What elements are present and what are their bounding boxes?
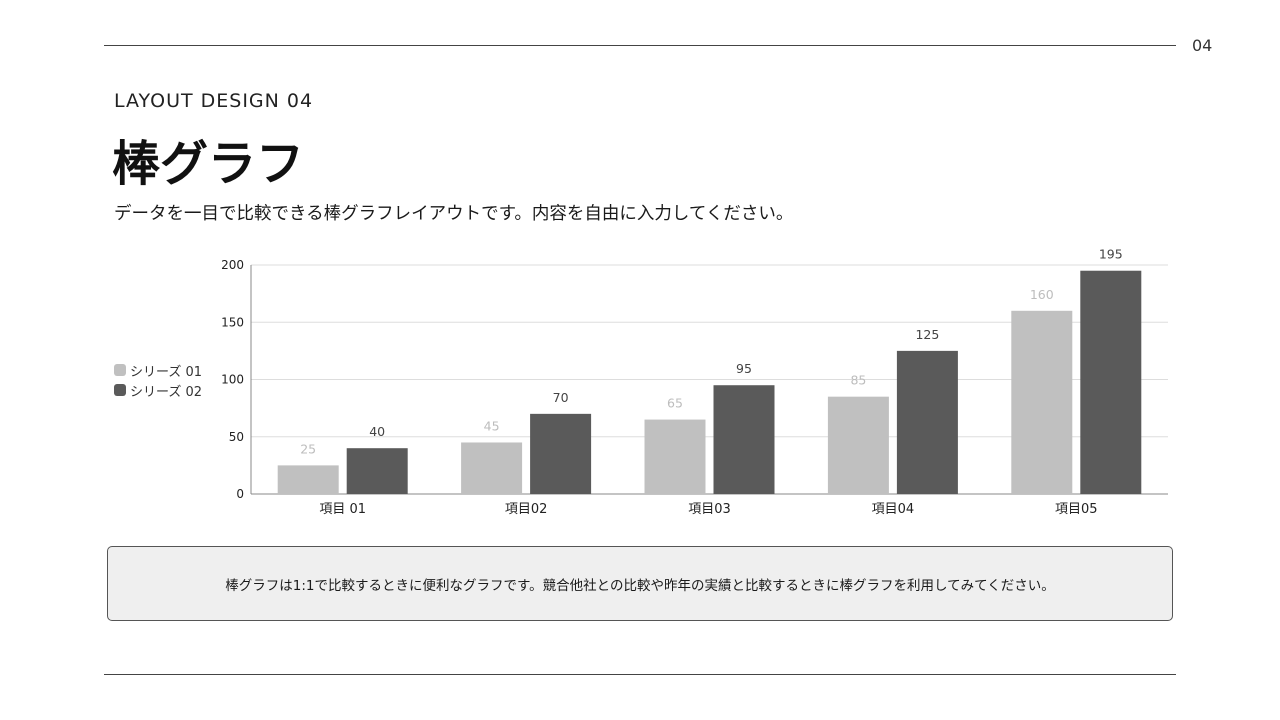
bar-series-1-item-3 (644, 419, 706, 494)
bar-series-2-item-4 (896, 350, 958, 494)
data-label-series-1-item-3: 65 (667, 396, 683, 411)
eyebrow-label: LAYOUT DESIGN 04 (114, 90, 314, 112)
bar-series-1-item-4 (827, 396, 889, 494)
legend-label-series-01: シリーズ 01 (130, 364, 203, 380)
legend-item-series-01: シリーズ 01 (114, 360, 202, 380)
y-tick-label-200: 200 (221, 258, 244, 272)
bar-series-2-item-2 (530, 413, 592, 494)
lead-text: データを一目で比較できる棒グラフレイアウトです。内容を自由に入力してください。 (114, 204, 794, 224)
data-label-series-1-item-5: 160 (1030, 287, 1054, 302)
note-text: 棒グラフは1:1で比較するときに便利なグラフです。競合他社との比較や昨年の実績と… (225, 577, 1055, 594)
data-label-series-2-item-2: 70 (553, 390, 569, 405)
chart-labels: 0 50 100 150 200 25 40 項目 01 45 70 項目02 65 95 項目03 85 1… (221, 247, 1123, 517)
data-label-series-2-item-3: 95 (736, 361, 752, 376)
legend-label-series-02: シリーズ 02 (130, 384, 203, 400)
bar-series-2-item-3 (713, 385, 775, 494)
data-label-series-2-item-1: 40 (369, 424, 385, 439)
x-category-label-5: 項目05 (1055, 502, 1098, 517)
data-label-series-1-item-1: 25 (300, 441, 316, 456)
x-category-label-1: 項目 01 (319, 502, 366, 517)
y-tick-label-0: 0 (236, 487, 244, 501)
x-category-label-4: 項目04 (872, 502, 915, 517)
bar-series-2-item-5 (1080, 270, 1142, 494)
x-category-label-3: 項目03 (688, 502, 731, 517)
page-number: 04 (1192, 36, 1213, 55)
bar-series-1-item-1 (277, 465, 339, 494)
chart-bars (277, 270, 1142, 494)
note-box: 棒グラフは1:1で比較するときに便利なグラフです。競合他社との比較や昨年の実績と… (107, 546, 1173, 621)
legend-swatch-series-02 (114, 384, 126, 396)
bar-series-1-item-2 (461, 442, 523, 494)
y-tick-label-50: 50 (229, 430, 244, 444)
y-tick-label-100: 100 (221, 373, 244, 387)
x-category-label-2: 項目02 (505, 502, 548, 517)
bar-series-2-item-1 (346, 448, 408, 494)
legend-item-series-02: シリーズ 02 (114, 380, 202, 400)
data-label-series-1-item-4: 85 (850, 373, 866, 388)
data-label-series-2-item-5: 195 (1099, 247, 1123, 262)
legend-swatch-series-01 (114, 364, 126, 376)
data-label-series-1-item-2: 45 (484, 418, 500, 433)
bar-series-1-item-5 (1011, 310, 1073, 494)
y-tick-label-150: 150 (221, 315, 244, 329)
page-title: 棒グラフ (112, 136, 305, 192)
data-label-series-2-item-4: 125 (915, 327, 939, 342)
bottom-divider (104, 674, 1176, 675)
top-divider (104, 45, 1176, 46)
chart-legend: シリーズ 01 シリーズ 02 (114, 360, 202, 400)
